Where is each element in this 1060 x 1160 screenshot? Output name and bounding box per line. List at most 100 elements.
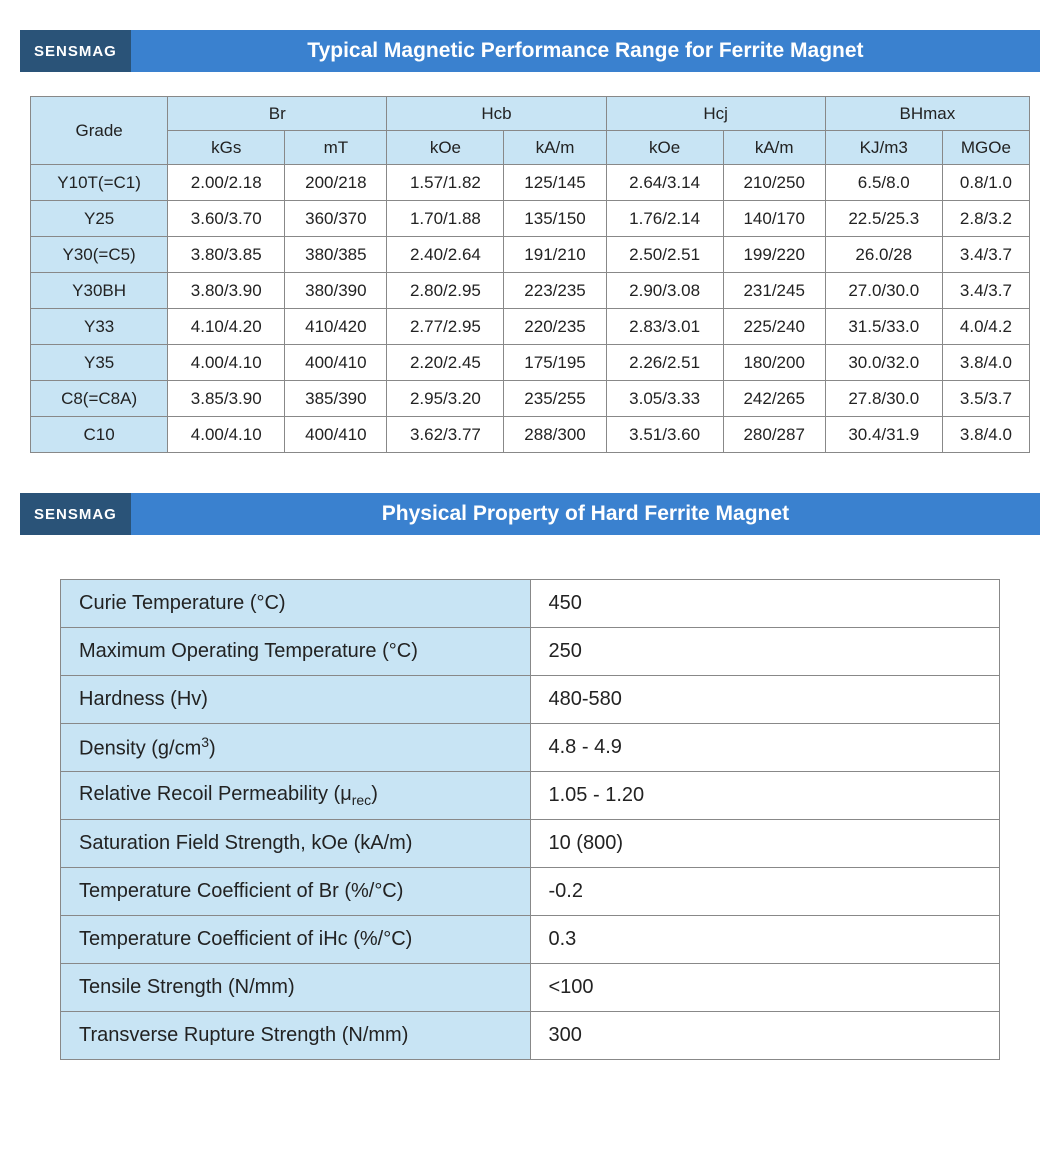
section2-title: Physical Property of Hard Ferrite Magnet bbox=[131, 493, 1040, 535]
brand-logo: SENSMAG bbox=[20, 30, 131, 72]
data-cell: 4.00/4.10 bbox=[168, 345, 285, 381]
property-value: 250 bbox=[530, 628, 1000, 676]
data-cell: 231/245 bbox=[723, 273, 825, 309]
table-row: Y10T(=C1)2.00/2.18200/2181.57/1.82125/14… bbox=[31, 165, 1030, 201]
grade-cell: C10 bbox=[31, 417, 168, 453]
data-cell: 288/300 bbox=[504, 417, 606, 453]
brand-logo: SENSMAG bbox=[20, 493, 131, 535]
data-cell: 1.70/1.88 bbox=[387, 201, 504, 237]
data-cell: 225/240 bbox=[723, 309, 825, 345]
data-cell: 140/170 bbox=[723, 201, 825, 237]
property-label: Maximum Operating Temperature (°C) bbox=[61, 628, 531, 676]
property-label: Temperature Coefficient of Br (%/°C) bbox=[61, 868, 531, 916]
data-cell: 3.8/4.0 bbox=[942, 417, 1029, 453]
table-row: Hardness (Hv)480-580 bbox=[61, 676, 1000, 724]
data-cell: 220/235 bbox=[504, 309, 606, 345]
data-cell: 3.4/3.7 bbox=[942, 237, 1029, 273]
data-cell: 1.57/1.82 bbox=[387, 165, 504, 201]
table-row: Temperature Coefficient of Br (%/°C)-0.2 bbox=[61, 868, 1000, 916]
table-row: Tensile Strength (N/mm)<100 bbox=[61, 964, 1000, 1012]
data-cell: 280/287 bbox=[723, 417, 825, 453]
grade-cell: Y30(=C5) bbox=[31, 237, 168, 273]
data-cell: 2.26/2.51 bbox=[606, 345, 723, 381]
table-row: C104.00/4.10400/4103.62/3.77288/3003.51/… bbox=[31, 417, 1030, 453]
col-hcb: Hcb bbox=[387, 97, 606, 131]
data-cell: 360/370 bbox=[285, 201, 387, 237]
data-cell: 3.62/3.77 bbox=[387, 417, 504, 453]
property-value: -0.2 bbox=[530, 868, 1000, 916]
property-value: 450 bbox=[530, 580, 1000, 628]
col-bhmax-kjm3: KJ/m3 bbox=[825, 131, 942, 165]
data-cell: 0.8/1.0 bbox=[942, 165, 1029, 201]
data-cell: 30.0/32.0 bbox=[825, 345, 942, 381]
data-cell: 27.8/30.0 bbox=[825, 381, 942, 417]
col-hcj-koe: kOe bbox=[606, 131, 723, 165]
data-cell: 2.83/3.01 bbox=[606, 309, 723, 345]
property-label: Curie Temperature (°C) bbox=[61, 580, 531, 628]
data-cell: 210/250 bbox=[723, 165, 825, 201]
data-cell: 400/410 bbox=[285, 345, 387, 381]
data-cell: 3.60/3.70 bbox=[168, 201, 285, 237]
col-grade: Grade bbox=[31, 97, 168, 165]
data-cell: 3.8/4.0 bbox=[942, 345, 1029, 381]
grade-cell: Y10T(=C1) bbox=[31, 165, 168, 201]
table-row: Y253.60/3.70360/3701.70/1.88135/1501.76/… bbox=[31, 201, 1030, 237]
data-cell: 22.5/25.3 bbox=[825, 201, 942, 237]
col-br-mt: mT bbox=[285, 131, 387, 165]
col-br: Br bbox=[168, 97, 387, 131]
data-cell: 199/220 bbox=[723, 237, 825, 273]
data-cell: 235/255 bbox=[504, 381, 606, 417]
col-br-kgs: kGs bbox=[168, 131, 285, 165]
grade-cell: Y33 bbox=[31, 309, 168, 345]
property-value: 0.3 bbox=[530, 916, 1000, 964]
physical-property-table: Curie Temperature (°C)450Maximum Operati… bbox=[60, 579, 1000, 1060]
data-cell: 242/265 bbox=[723, 381, 825, 417]
property-value: 480-580 bbox=[530, 676, 1000, 724]
table-row: Maximum Operating Temperature (°C)250 bbox=[61, 628, 1000, 676]
table-row: Relative Recoil Permeability (μrec)1.05 … bbox=[61, 772, 1000, 820]
col-hcj-kam: kA/m bbox=[723, 131, 825, 165]
property-value: 4.8 - 4.9 bbox=[530, 724, 1000, 772]
table-row: Temperature Coefficient of iHc (%/°C)0.3 bbox=[61, 916, 1000, 964]
property-value: 1.05 - 1.20 bbox=[530, 772, 1000, 820]
col-hcb-koe: kOe bbox=[387, 131, 504, 165]
table-row: Y354.00/4.10400/4102.20/2.45175/1952.26/… bbox=[31, 345, 1030, 381]
data-cell: 200/218 bbox=[285, 165, 387, 201]
data-cell: 223/235 bbox=[504, 273, 606, 309]
col-hcb-kam: kA/m bbox=[504, 131, 606, 165]
data-cell: 125/145 bbox=[504, 165, 606, 201]
data-cell: 30.4/31.9 bbox=[825, 417, 942, 453]
property-value: <100 bbox=[530, 964, 1000, 1012]
data-cell: 380/385 bbox=[285, 237, 387, 273]
data-cell: 1.76/2.14 bbox=[606, 201, 723, 237]
data-cell: 2.20/2.45 bbox=[387, 345, 504, 381]
property-value: 300 bbox=[530, 1012, 1000, 1060]
data-cell: 2.00/2.18 bbox=[168, 165, 285, 201]
data-cell: 410/420 bbox=[285, 309, 387, 345]
data-cell: 31.5/33.0 bbox=[825, 309, 942, 345]
data-cell: 26.0/28 bbox=[825, 237, 942, 273]
data-cell: 2.95/3.20 bbox=[387, 381, 504, 417]
property-value: 10 (800) bbox=[530, 820, 1000, 868]
data-cell: 380/390 bbox=[285, 273, 387, 309]
section1-title: Typical Magnetic Performance Range for F… bbox=[131, 30, 1040, 72]
data-cell: 2.77/2.95 bbox=[387, 309, 504, 345]
data-cell: 3.5/3.7 bbox=[942, 381, 1029, 417]
table-row: Saturation Field Strength, kOe (kA/m)10 … bbox=[61, 820, 1000, 868]
col-bhmax: BHmax bbox=[825, 97, 1029, 131]
data-cell: 4.00/4.10 bbox=[168, 417, 285, 453]
data-cell: 6.5/8.0 bbox=[825, 165, 942, 201]
data-cell: 3.80/3.85 bbox=[168, 237, 285, 273]
table-row: Y30BH3.80/3.90380/3902.80/2.95223/2352.9… bbox=[31, 273, 1030, 309]
section1-banner: SENSMAG Typical Magnetic Performance Ran… bbox=[20, 30, 1040, 72]
data-cell: 2.8/3.2 bbox=[942, 201, 1029, 237]
property-label: Transverse Rupture Strength (N/mm) bbox=[61, 1012, 531, 1060]
property-label: Saturation Field Strength, kOe (kA/m) bbox=[61, 820, 531, 868]
property-label: Hardness (Hv) bbox=[61, 676, 531, 724]
table-row: Y334.10/4.20410/4202.77/2.95220/2352.83/… bbox=[31, 309, 1030, 345]
grade-cell: Y25 bbox=[31, 201, 168, 237]
data-cell: 385/390 bbox=[285, 381, 387, 417]
data-cell: 3.51/3.60 bbox=[606, 417, 723, 453]
performance-table: Grade Br Hcb Hcj BHmax kGs mT kOe kA/m k… bbox=[30, 96, 1030, 453]
property-label: Relative Recoil Permeability (μrec) bbox=[61, 772, 531, 820]
